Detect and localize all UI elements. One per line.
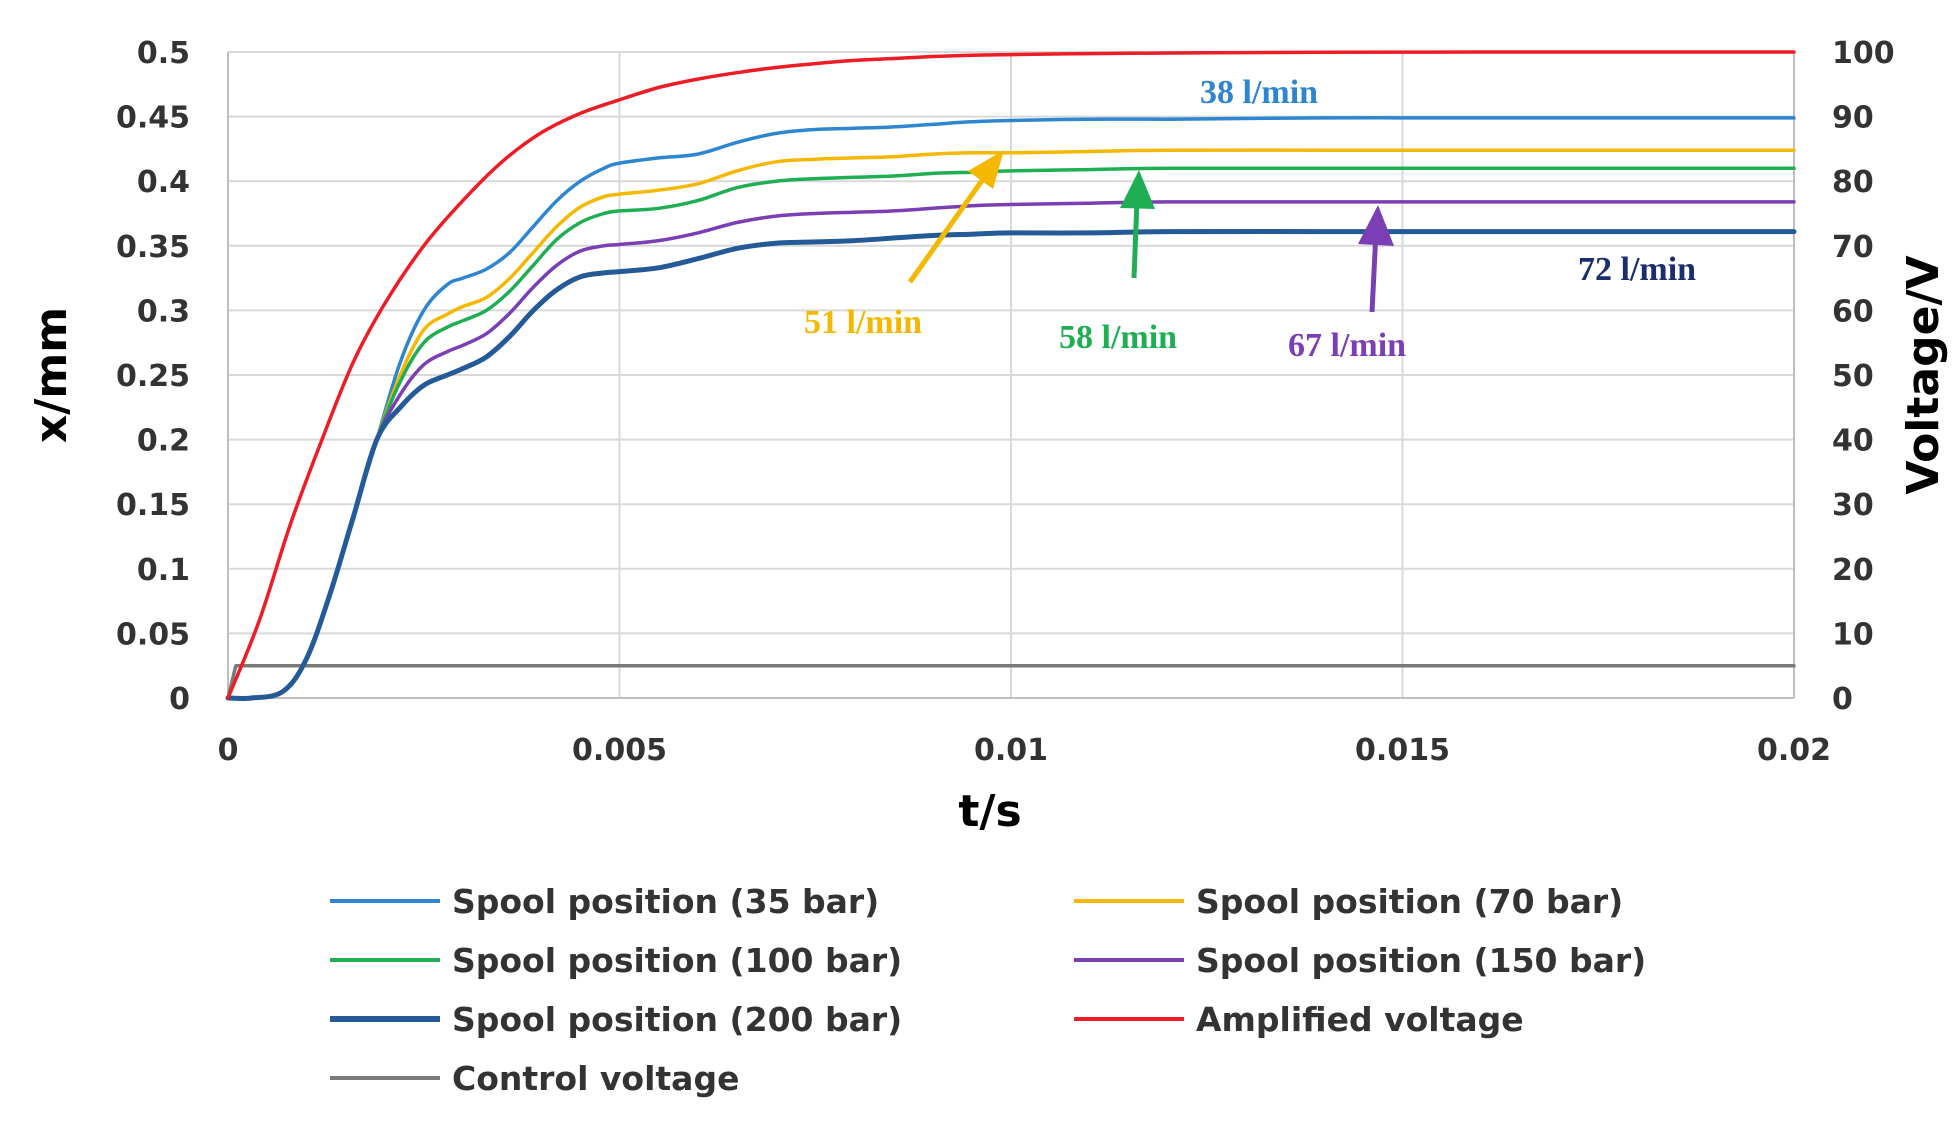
legend-label-spool-position-70-bar: Spool position (70 bar) [1196, 882, 1623, 921]
annotation-58-lmin: 58 l/min [1059, 319, 1177, 356]
y-left-tick-label: 0.35 [116, 230, 190, 265]
annotation-67-lmin: 67 l/min [1288, 327, 1406, 364]
annotation-arrow-58-lmin [1131, 199, 1140, 279]
y-right-tick-label: 40 [1832, 424, 1874, 459]
annotation-72-lmin: 72 l/min [1578, 251, 1696, 288]
axes [227, 52, 1795, 699]
y-right-tick-label: 20 [1832, 553, 1874, 588]
y-left-tick-label: 0.45 [116, 101, 190, 136]
y-left-tick-label: 0.1 [137, 553, 190, 588]
legend-label-spool-position-35-bar: Spool position (35 bar) [452, 882, 879, 921]
legend-label-amplified-voltage: Amplified voltage [1196, 1000, 1524, 1039]
y-left-tick-label: 0.2 [137, 424, 190, 459]
x-axis-title: t/s [958, 786, 1021, 837]
x-tick-label: 0.015 [1355, 733, 1450, 768]
x-tick-labels: 0 0.005 0.01 0.015 0.02 [218, 733, 1831, 768]
y-right-tick-label: 10 [1832, 617, 1874, 652]
y-right-tick-label: 60 [1832, 294, 1874, 329]
series-lines [225, 50, 1797, 701]
y-left-tick-label: 0.3 [137, 294, 190, 329]
y-right-tick-label: 70 [1832, 230, 1874, 265]
y-left-tick-label: 0.25 [116, 359, 190, 394]
legend-label-spool-position-150-bar: Spool position (150 bar) [1196, 941, 1646, 980]
y-left-tick-label: 0.4 [137, 165, 190, 200]
annotation-arrowhead-67-lmin [1358, 205, 1394, 246]
legend-label-spool-position-100-bar: Spool position (100 bar) [452, 941, 902, 980]
annotation-38-lmin: 38 l/min [1200, 74, 1318, 111]
annotation-arrow-67-lmin [1369, 231, 1379, 313]
y-right-tick-label: 90 [1832, 101, 1874, 136]
annotation-arrowhead-51-lmin [968, 150, 1004, 189]
y-axis-right-title: Voltage/V [1898, 255, 1949, 494]
y-right-tick-label: 80 [1832, 165, 1874, 200]
series-line-amplified-voltage [226, 50, 1796, 700]
annotations: 38 l/min 51 l/min 58 l/min 67 l/min 72 l… [804, 74, 1696, 364]
annotation-arrow-51-lmin [907, 170, 991, 284]
series-line-spool-position-200-bar [225, 229, 1797, 701]
y-right-tick-label: 0 [1832, 682, 1853, 717]
legend-label-spool-position-200-bar: Spool position (200 bar) [452, 1000, 902, 1039]
x-tick-label: 0.005 [572, 733, 667, 768]
y-right-tick-label: 100 [1832, 36, 1895, 71]
y-right-tick-label: 30 [1832, 488, 1874, 523]
x-tick-label: 0.02 [1757, 733, 1831, 768]
y-axis-left-title: x/mm [26, 307, 77, 443]
annotation-51-lmin: 51 l/min [804, 304, 922, 341]
y-right-tick-labels: 0 10 20 30 40 50 60 70 80 90 100 [1832, 36, 1895, 717]
x-tick-label: 0 [218, 733, 239, 768]
y-left-tick-label: 0.05 [116, 617, 190, 652]
y-left-tick-label: 0.15 [116, 488, 190, 523]
annotation-arrowhead-58-lmin [1120, 170, 1155, 209]
legend-label-control-voltage: Control voltage [452, 1059, 739, 1098]
legend: Spool position (35 bar) Spool position (7… [330, 882, 1646, 1098]
x-tick-label: 0.01 [974, 733, 1048, 768]
y-left-tick-label: 0 [169, 682, 190, 717]
y-left-tick-labels: 0 0.05 0.1 0.15 0.2 0.25 0.3 0.35 0.4 0.45 0.5 [116, 36, 190, 717]
y-right-tick-label: 50 [1832, 359, 1874, 394]
y-left-tick-label: 0.5 [137, 36, 190, 71]
